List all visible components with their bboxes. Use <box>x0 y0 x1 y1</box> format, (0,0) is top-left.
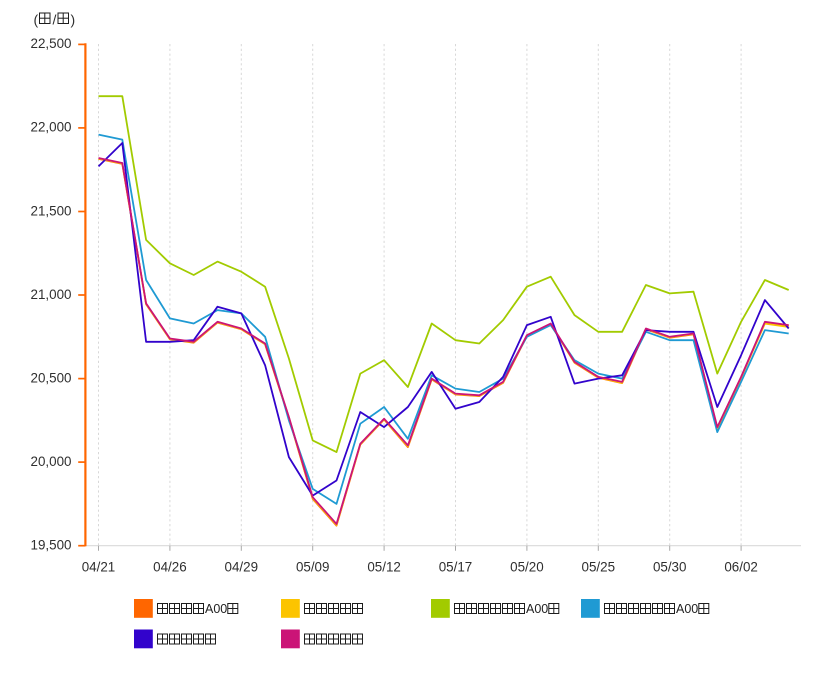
svg-text:21,000: 21,000 <box>31 287 72 302</box>
svg-text:22,000: 22,000 <box>31 120 72 135</box>
svg-text:A00: A00 <box>676 602 698 616</box>
svg-text:05/12: 05/12 <box>367 560 401 575</box>
svg-text:06/02: 06/02 <box>724 560 758 575</box>
svg-text:20,500: 20,500 <box>31 370 72 385</box>
svg-text:05/30: 05/30 <box>653 560 687 575</box>
svg-text:05/17: 05/17 <box>439 560 473 575</box>
svg-text:04/21: 04/21 <box>82 560 116 575</box>
svg-text:04/26: 04/26 <box>153 560 187 575</box>
svg-text:05/20: 05/20 <box>510 560 544 575</box>
svg-text:A00: A00 <box>205 602 227 616</box>
svg-text:20,000: 20,000 <box>31 454 72 469</box>
svg-text:19,500: 19,500 <box>31 538 72 553</box>
svg-text:(: ( <box>34 12 39 28</box>
svg-text:): ) <box>71 12 76 28</box>
svg-text:21,500: 21,500 <box>31 203 72 218</box>
svg-text:/: / <box>53 12 57 28</box>
svg-text:A00: A00 <box>526 602 548 616</box>
svg-text:22,500: 22,500 <box>31 36 72 51</box>
svg-text:04/29: 04/29 <box>225 560 259 575</box>
svg-text:05/25: 05/25 <box>582 560 616 575</box>
svg-text:05/09: 05/09 <box>296 560 330 575</box>
